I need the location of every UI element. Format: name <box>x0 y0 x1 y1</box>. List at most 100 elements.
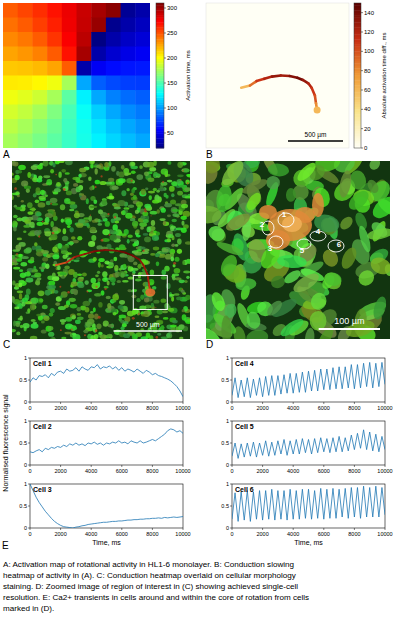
cell-texture <box>89 161 95 164</box>
overlay-segment <box>75 254 85 257</box>
cell-texture <box>165 195 168 199</box>
colorbar-strip <box>354 138 361 141</box>
cell-texture <box>63 178 67 183</box>
cell-texture <box>223 210 252 234</box>
cell-texture <box>20 316 23 321</box>
cell-texture <box>92 284 99 288</box>
colorbar-strip <box>354 124 361 127</box>
colorbar-strip <box>354 66 361 69</box>
colorbar-strip <box>354 34 361 37</box>
cell-texture <box>136 249 142 252</box>
scale-bar <box>319 328 380 330</box>
colorbar-strip <box>156 54 164 57</box>
colorbar-strip <box>156 143 164 146</box>
cell-texture <box>23 230 26 233</box>
cell-texture <box>132 243 136 247</box>
red-speck <box>86 291 88 293</box>
cell-texture <box>135 229 139 233</box>
red-speck <box>60 329 62 331</box>
heatmap-cell <box>106 18 121 33</box>
cell-texture <box>323 271 343 288</box>
cell-texture <box>12 192 19 195</box>
cell-texture <box>42 305 48 309</box>
heatmap-cell <box>91 90 106 105</box>
x-tick <box>152 465 153 467</box>
cell-texture <box>153 247 159 251</box>
cell-texture <box>98 209 103 214</box>
heatmap-cell <box>47 76 62 91</box>
cell-texture <box>38 290 45 296</box>
cell-texture <box>90 227 97 233</box>
cell-texture <box>174 268 181 273</box>
cell-texture <box>91 235 96 241</box>
cell-texture <box>70 227 74 232</box>
x-tick <box>232 465 233 467</box>
heatmap-cell <box>121 61 136 76</box>
colorbar-strip <box>156 22 164 25</box>
colorbar-strip <box>354 90 361 93</box>
cell-texture <box>40 190 45 195</box>
plot-title: Cell 5 <box>235 423 254 430</box>
cell-texture <box>31 319 36 322</box>
y-tick <box>28 402 30 403</box>
cell-texture <box>127 235 132 239</box>
micrograph <box>12 161 190 339</box>
cell-texture <box>166 333 170 338</box>
colorbar-strip <box>354 73 361 76</box>
colorbar-strip <box>156 73 164 76</box>
cell-texture <box>108 161 111 166</box>
cell-texture <box>105 213 110 217</box>
cell-texture <box>90 335 96 339</box>
cell-texture <box>46 254 50 258</box>
cell-texture <box>128 205 134 208</box>
cell-texture <box>41 329 47 333</box>
heatmap-cell <box>62 3 77 18</box>
heatmap-cell <box>62 119 77 134</box>
colorbar-strip <box>156 27 164 30</box>
colorbar-strip <box>156 30 164 33</box>
x-tick-label: 0 <box>230 468 233 474</box>
cell-texture <box>167 161 171 165</box>
heatmap-cell <box>32 18 47 33</box>
colorbar-strip <box>354 136 361 139</box>
cell-texture <box>186 259 190 264</box>
colorbar-tick-label: 100 <box>167 105 178 111</box>
colorbar-strip <box>156 51 164 54</box>
cell-label: 3 <box>268 244 273 253</box>
colorbar-tick-label: 150 <box>167 80 178 86</box>
x-tick-label: 10000 <box>175 531 190 537</box>
heatmap-cell <box>47 134 62 149</box>
cell-texture <box>118 171 125 177</box>
cell-texture <box>107 303 111 309</box>
x-tick <box>30 465 31 467</box>
cell-texture <box>181 289 185 293</box>
heatmap-cell <box>91 119 106 134</box>
heatmap-cell <box>32 61 47 76</box>
cell-texture <box>88 241 95 247</box>
colorbar-tick <box>361 70 363 71</box>
cell-texture <box>182 309 185 312</box>
cell-texture <box>65 317 72 322</box>
x-tick <box>152 402 153 404</box>
colorbar-strip <box>156 119 164 122</box>
cell-texture <box>169 294 174 297</box>
colorbar-tick <box>164 108 166 109</box>
heatmap-cell <box>121 18 136 33</box>
colorbar-strip <box>354 20 361 23</box>
cell-texture <box>89 186 93 190</box>
colorbar-strip <box>354 37 361 40</box>
red-speck <box>131 180 133 182</box>
heatmap-cell <box>47 119 62 134</box>
heatmap-cell <box>106 119 121 134</box>
cell-texture <box>52 227 58 232</box>
heatmap-cell <box>18 47 33 62</box>
colorbar-strip <box>156 71 164 74</box>
cell-texture <box>130 218 136 221</box>
cell-texture <box>36 249 40 252</box>
cell-texture <box>184 196 190 199</box>
colorbar-strip <box>354 95 361 98</box>
cell-texture <box>144 172 149 177</box>
cell-texture <box>114 207 121 210</box>
cell-texture <box>36 212 42 217</box>
overlay-segment <box>132 255 139 259</box>
